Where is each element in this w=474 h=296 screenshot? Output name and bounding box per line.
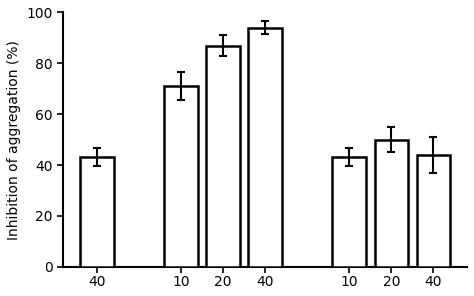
- Bar: [417, 155, 450, 267]
- Bar: [80, 157, 114, 267]
- Bar: [248, 28, 282, 267]
- Bar: [164, 86, 198, 267]
- Bar: [206, 46, 240, 267]
- Bar: [332, 157, 366, 267]
- Y-axis label: Inhibition of aggregation (%): Inhibition of aggregation (%): [7, 40, 21, 239]
- Bar: [374, 140, 408, 267]
